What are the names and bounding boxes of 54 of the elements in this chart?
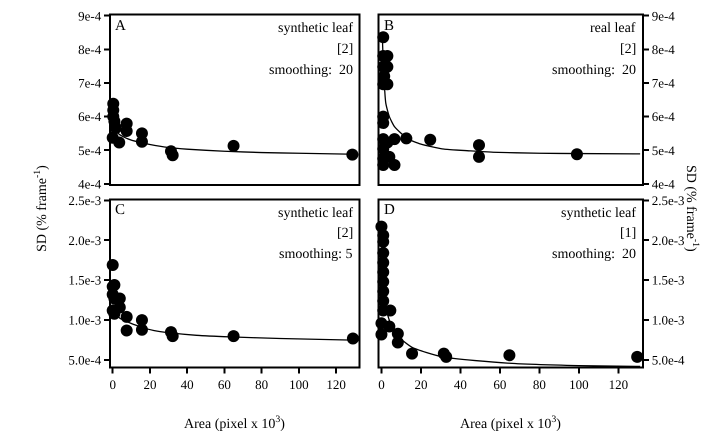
x-tick-label: 20	[414, 377, 428, 392]
annotation: real leaf	[590, 21, 636, 36]
x-axis-title: Area (pixel x 10$^{3}$)	[184, 414, 286, 432]
y-tick-label: 5.0e-4	[68, 352, 102, 368]
y-tick-label: 2.5e-3	[68, 192, 102, 208]
y-tick-label: 1.5e-3	[68, 272, 102, 288]
annotation: smoothing: 20	[269, 63, 354, 78]
x-tick-label: 80	[255, 377, 268, 392]
y-tick-label: 5e-4	[652, 142, 676, 158]
annotation: synthetic leaf	[278, 206, 354, 221]
annotation: [1]	[620, 226, 636, 241]
x-tick-label: 0	[378, 377, 385, 392]
annotation: [2]	[337, 42, 354, 57]
annotation: [2]	[620, 42, 636, 57]
x-tick-label: 80	[532, 377, 546, 392]
y-tick-label: 7e-4	[78, 75, 102, 90]
annotation: synthetic leaf	[561, 206, 636, 221]
x-axis-title: Area (pixel x 10$^{3}$)	[460, 414, 562, 432]
x-tick-label: 60	[218, 377, 231, 392]
x-tick-label: 60	[493, 377, 506, 392]
chart-title: A	[115, 18, 126, 34]
annotation: smoothing: 20	[552, 63, 636, 78]
annotation: [2]	[337, 226, 354, 241]
y-tick-label: 2.0e-3	[652, 232, 685, 248]
y-tick-label: 2.5e-3	[652, 192, 685, 208]
x-tick-label: 120	[608, 377, 628, 392]
y-tick-label: 2.0e-3	[68, 232, 102, 248]
x-tick-label: 40	[454, 377, 467, 392]
y-tick-label: 5.0e-4	[652, 352, 686, 368]
x-tick-label: 120	[326, 377, 346, 392]
y-tick-label: 1.0e-3	[68, 312, 102, 328]
y-tick-label: 6e-4	[78, 109, 102, 124]
y-tick-label: 5e-4	[78, 142, 102, 158]
y-tick-label: 9e-4	[652, 8, 676, 24]
y-tick-label: 4e-4	[78, 176, 102, 192]
chart-title: C	[115, 202, 126, 218]
annotation: smoothing: 5	[279, 247, 353, 262]
y-tick-label: 8e-4	[78, 42, 102, 57]
y-tick-label: 8e-4	[652, 42, 676, 57]
annotation: synthetic leaf	[278, 21, 354, 36]
y-tick-label: 6e-4	[652, 109, 676, 124]
y-tick-label: 9e-4	[78, 8, 102, 24]
y-tick-label: 1.0e-3	[652, 312, 685, 328]
x-tick-label: 0	[109, 377, 116, 392]
x-tick-label: 100	[289, 377, 309, 392]
annotation: smoothing: 20	[552, 247, 636, 262]
y-tick-label: 1.5e-3	[652, 272, 685, 288]
x-tick-label: 100	[569, 377, 589, 392]
y-tick-label: 7e-4	[652, 75, 676, 90]
chart-title: D	[384, 202, 395, 218]
y-tick-label: 4e-4	[652, 176, 676, 192]
x-tick-label: 20	[143, 377, 156, 392]
x-tick-label: 40	[180, 377, 194, 392]
chart-title: B	[384, 18, 394, 34]
